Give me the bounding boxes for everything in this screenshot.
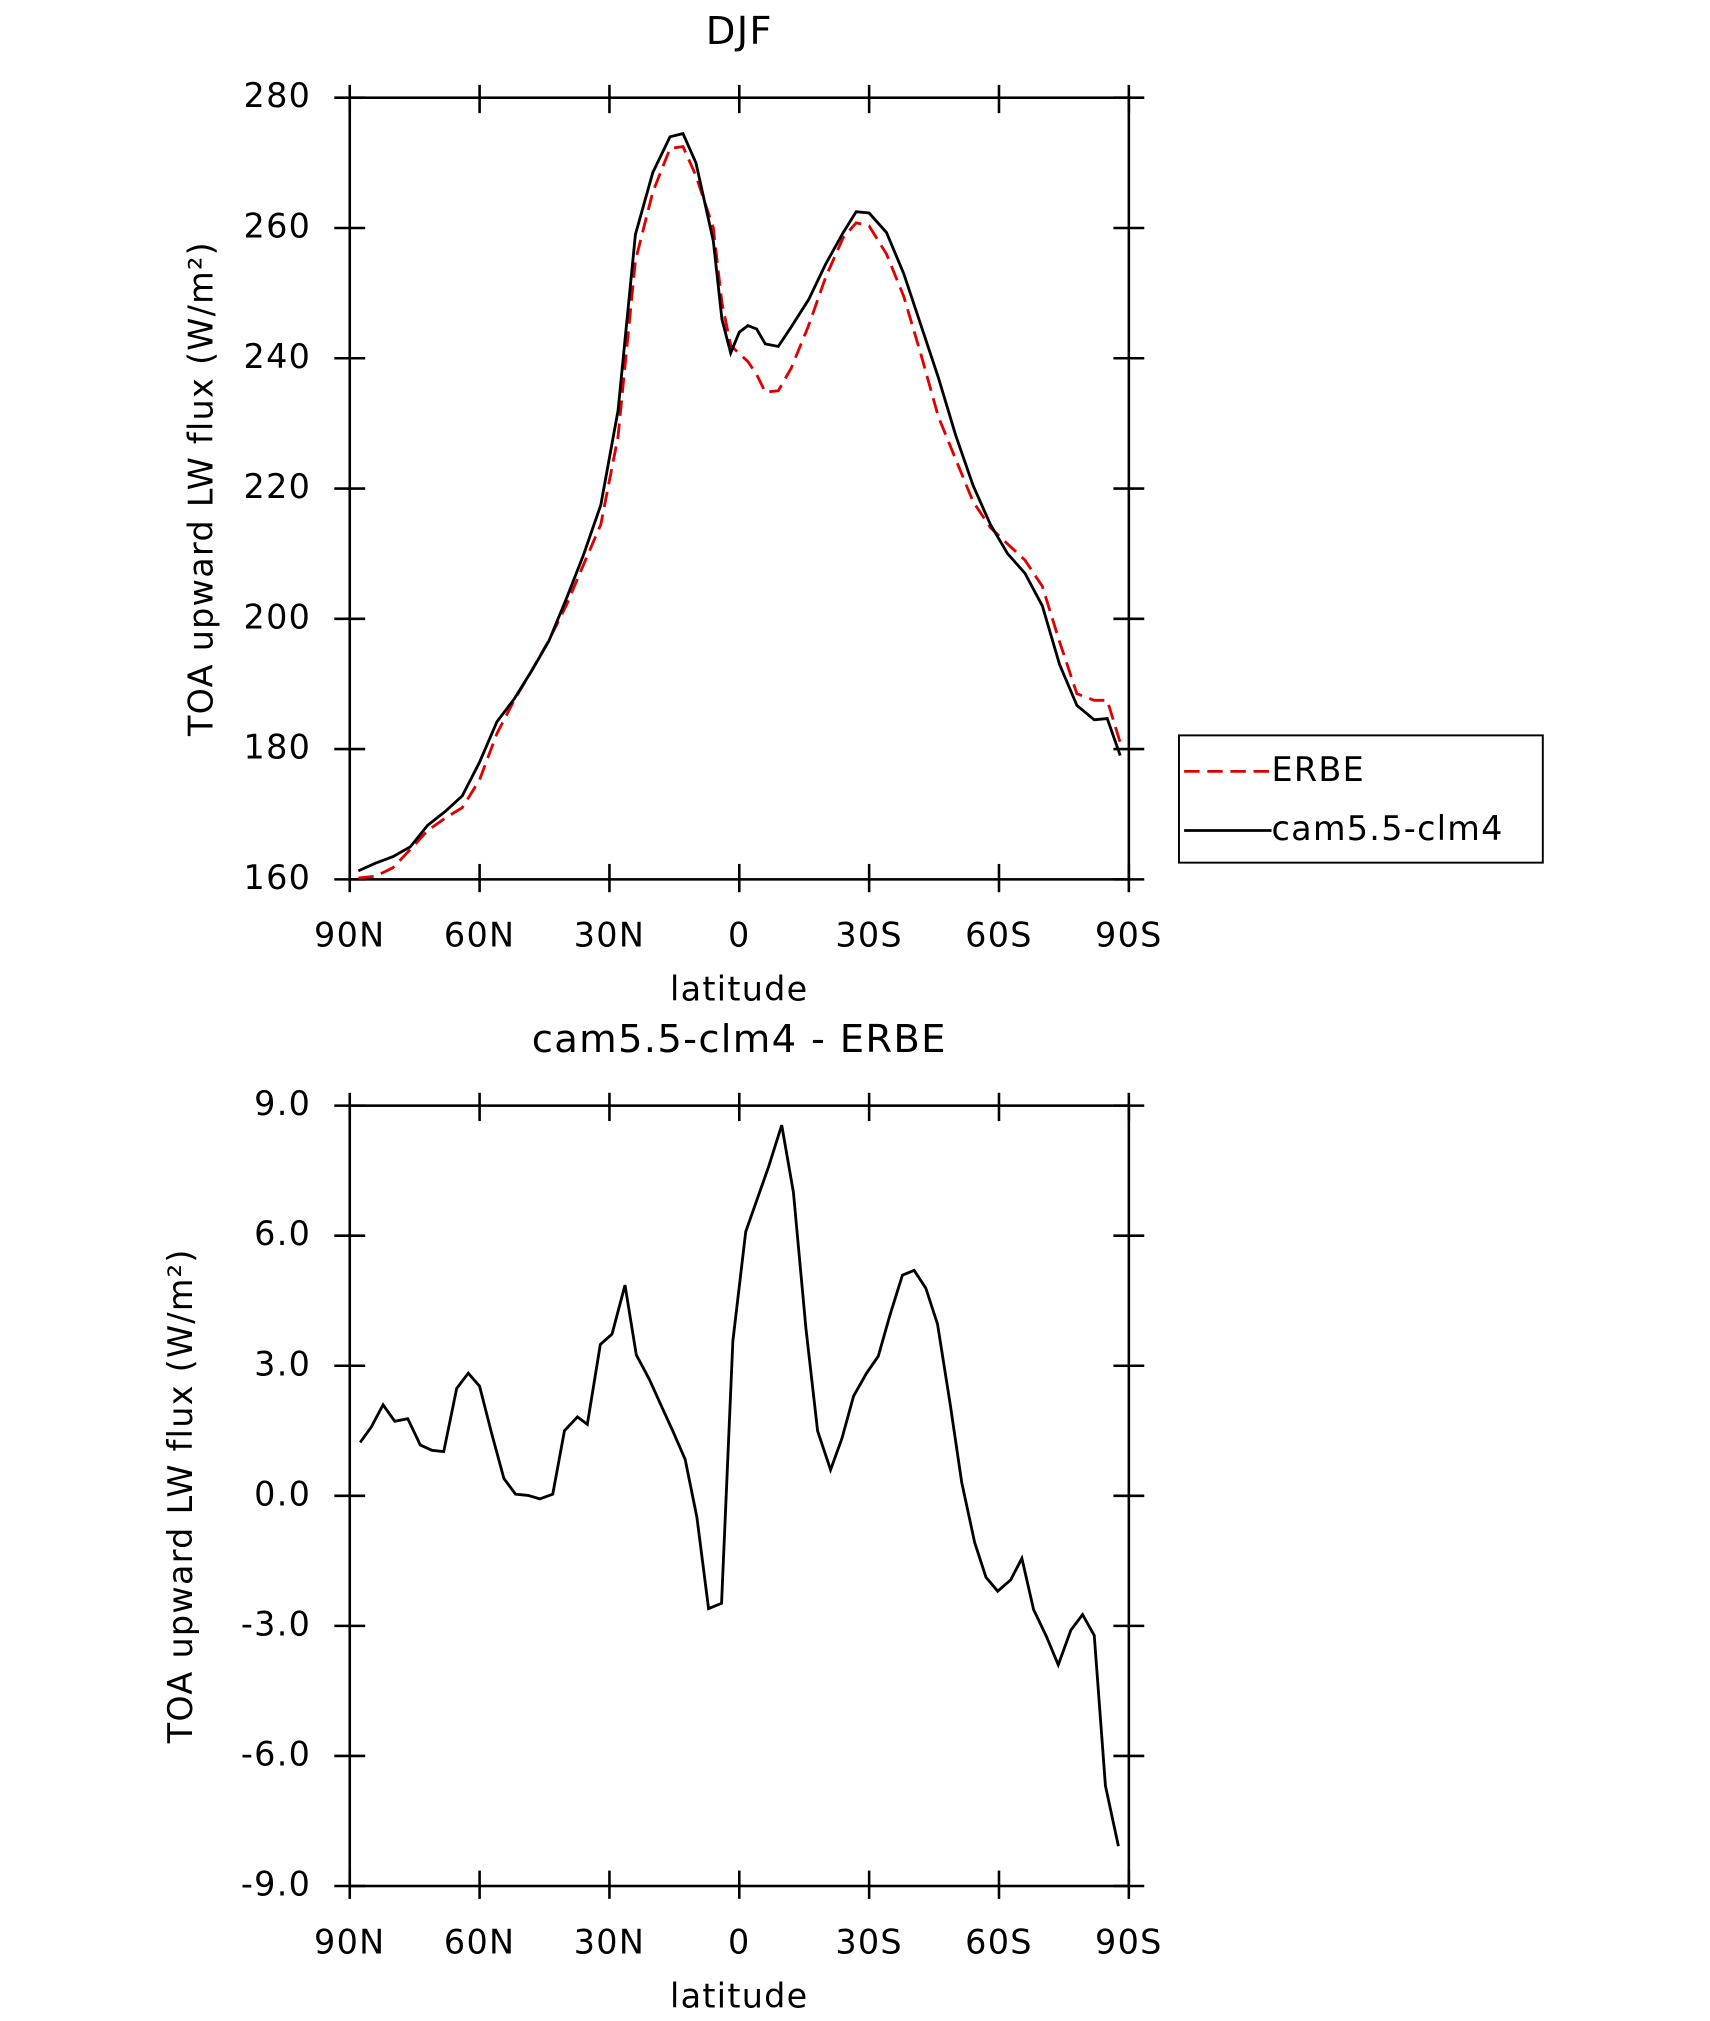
x-tick-label: 90S xyxy=(1095,1922,1163,1961)
y-axis-label: TOA upward LW flux (W/m²) xyxy=(182,241,221,737)
y-tick-label: 9.0 xyxy=(254,1084,311,1123)
x-tick-label: 30N xyxy=(574,1922,645,1961)
plot-frame xyxy=(348,96,1131,881)
x-tick-label: 60N xyxy=(444,1922,515,1961)
y-tick-label: 280 xyxy=(244,76,312,115)
y-tick-label: -3.0 xyxy=(241,1604,311,1643)
plot-frame xyxy=(348,1104,1131,1888)
legend-label: ERBE xyxy=(1272,750,1366,789)
y-tick-label: 220 xyxy=(244,467,312,506)
x-tick-label: 30S xyxy=(835,916,903,955)
x-tick-label: 60S xyxy=(965,916,1033,955)
chart-title: DJF xyxy=(706,9,773,54)
y-axis-label: TOA upward LW flux (W/m²) xyxy=(161,1248,200,1744)
x-tick-label: 60S xyxy=(965,1922,1033,1961)
y-tick-label: 200 xyxy=(244,597,312,636)
y-tick-label: 6.0 xyxy=(254,1214,311,1253)
x-tick-label: 0 xyxy=(728,916,751,955)
x-tick-label: 0 xyxy=(728,1922,751,1961)
line xyxy=(358,145,1122,880)
legend-box xyxy=(1178,734,1544,864)
line xyxy=(359,1124,1120,1847)
x-tick-label: 90N xyxy=(314,1922,385,1961)
x-tick-label: 30S xyxy=(835,1922,903,1961)
y-tick-label: 260 xyxy=(244,206,312,245)
x-axis-label: latitude xyxy=(670,970,808,1009)
line xyxy=(357,131,1122,873)
x-axis-label: latitude xyxy=(670,1976,808,2015)
chart-title: cam5.5-clm4 - ERBE xyxy=(532,1017,947,1062)
x-tick-label: 90N xyxy=(314,916,385,955)
y-tick-label: 180 xyxy=(244,728,312,767)
legend-label: cam5.5-clm4 xyxy=(1272,809,1504,848)
x-tick-label: 90S xyxy=(1095,916,1163,955)
y-tick-label: 0.0 xyxy=(254,1474,311,1513)
y-tick-label: -9.0 xyxy=(241,1865,311,1904)
y-tick-label: -6.0 xyxy=(241,1734,311,1773)
y-tick-label: 3.0 xyxy=(254,1344,311,1383)
x-tick-label: 30N xyxy=(574,916,645,955)
y-tick-label: 160 xyxy=(244,858,312,897)
y-tick-label: 240 xyxy=(244,337,312,376)
x-tick-label: 60N xyxy=(444,916,515,955)
